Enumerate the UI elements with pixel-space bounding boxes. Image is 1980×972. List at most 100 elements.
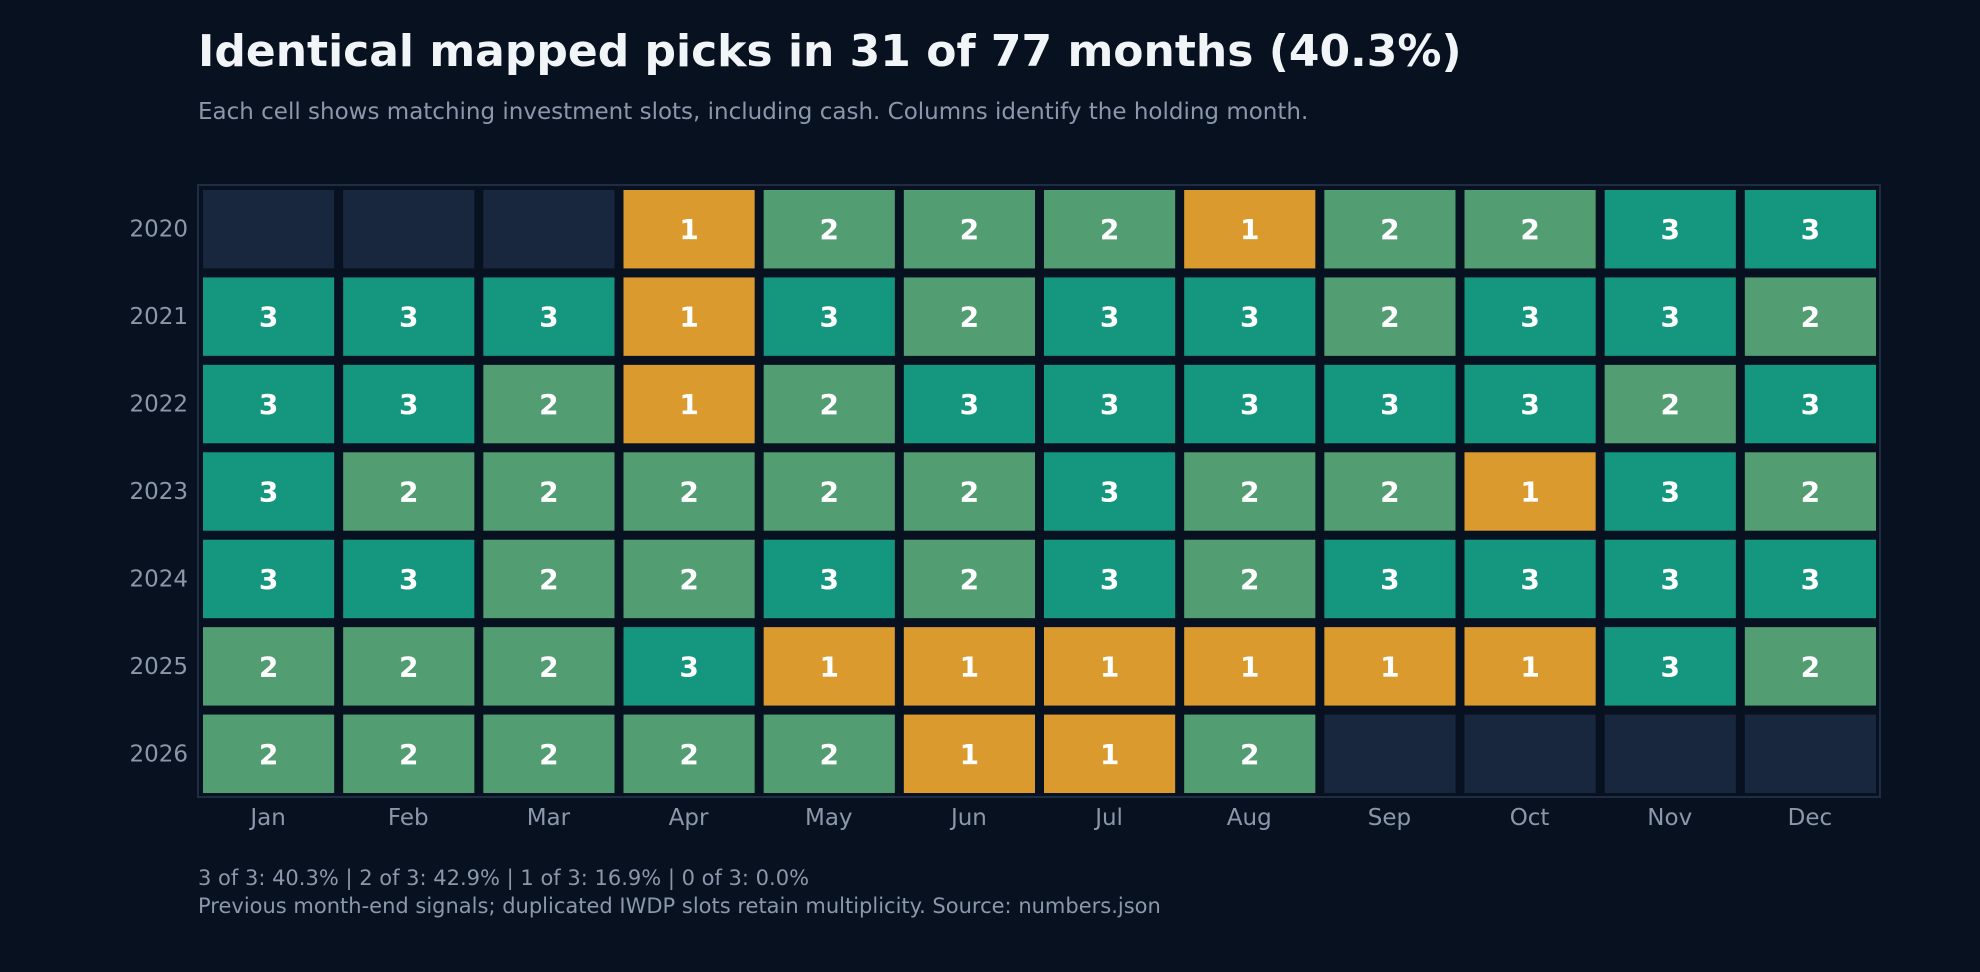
y-tick-label: 2021 [129,304,188,330]
heatmap-cell [1044,452,1176,531]
heatmap-cell [903,452,1035,531]
heatmap-cell [1744,364,1876,444]
heatmap-cell [763,539,895,619]
heatmap-cell [483,364,615,444]
heatmap-cell [1464,627,1596,706]
cell-value-label: 1 [1520,650,1539,683]
cell-value-label: 1 [1240,650,1259,683]
heatmap-cell [203,277,335,356]
heatmap-cell [1464,364,1596,444]
heatmap-cell [1324,364,1456,444]
heatmap-cell [203,364,335,444]
heatmap-cell [483,714,615,793]
cell-value-label: 2 [960,476,979,509]
cell-value-label: 3 [1100,476,1119,509]
cell-value-label: 3 [259,388,278,421]
y-tick-label: 2024 [129,566,188,592]
heatmap-cell [343,627,475,706]
heatmap-cell [1324,452,1456,531]
heatmap-cell [623,190,755,269]
heatmap-cell [1744,627,1876,706]
cell-value-label: 3 [399,301,418,334]
cell-value-label: 3 [1240,388,1259,421]
cell-value-label: 3 [1100,301,1119,334]
y-tick-label: 2020 [129,217,188,243]
cell-value-label: 2 [1380,213,1399,246]
cell-value-label: 1 [679,301,698,334]
heatmap-cell [1184,714,1316,793]
heatmap-cell [203,539,335,619]
heatmap-cell [1464,190,1596,269]
cell-value-label: 2 [1240,563,1259,596]
cell-value-label: 2 [399,476,418,509]
cell-value-label: 2 [399,738,418,771]
heatmap-cell [1184,364,1316,444]
heatmap-cell [1744,539,1876,619]
cell-value-label: 3 [259,476,278,509]
cell-value-label: 3 [1661,213,1680,246]
y-tick-label: 2022 [129,392,188,418]
y-tick-label: 2023 [129,479,188,505]
x-tick-label: Jan [248,805,285,831]
heatmap-cell-empty [203,190,335,269]
heatmap-cell [1464,539,1596,619]
heatmap-cell [483,277,615,356]
x-tick-label: Mar [527,805,571,831]
heatmap-cell [1324,627,1456,706]
cell-value-label: 3 [1661,301,1680,334]
heatmap-cell [203,627,335,706]
x-tick-label: Feb [388,805,429,831]
heatmap-cell [1044,627,1176,706]
heatmap-cell [203,714,335,793]
cell-value-label: 1 [1100,650,1119,683]
heatmap-cell [623,714,755,793]
heatmap-cell [1324,277,1456,356]
heatmap-cell [903,364,1035,444]
heatmap-cell [1744,190,1876,269]
cell-value-label: 3 [679,650,698,683]
heatmap-cell [623,452,755,531]
heatmap-cell [1184,277,1316,356]
x-tick-label: May [805,805,853,831]
heatmap-cell [1604,452,1736,531]
cell-value-label: 1 [679,388,698,421]
x-tick-label: Oct [1510,805,1550,831]
heatmap-cell-empty [343,190,475,269]
heatmap-cell [343,364,475,444]
heatmap-cell [903,714,1035,793]
x-tick-label: Apr [669,805,709,831]
cell-value-label: 3 [1380,563,1399,596]
heatmap-cell [1604,277,1736,356]
cell-value-label: 3 [1240,301,1259,334]
heatmap-cell [1044,714,1176,793]
cell-value-label: 2 [1520,213,1539,246]
heatmap-cell [1464,452,1596,531]
heatmap-cell [763,714,895,793]
footnote-distribution: 3 of 3: 40.3% | 2 of 3: 42.9% | 1 of 3: … [198,866,810,890]
heatmap-cell [623,364,755,444]
heatmap-cell [1044,364,1176,444]
cell-value-label: 3 [1520,301,1539,334]
heatmap-cell [483,627,615,706]
heatmap-cell [203,452,335,531]
cell-value-label: 3 [1520,388,1539,421]
heatmap-cell [903,277,1035,356]
cell-value-label: 2 [539,738,558,771]
cell-value-label: 2 [960,213,979,246]
heatmap-cell [343,714,475,793]
cell-value-label: 2 [1240,476,1259,509]
heatmap-cell [1604,627,1736,706]
cell-value-label: 2 [679,738,698,771]
cell-value-label: 1 [960,650,979,683]
cell-value-label: 3 [1100,388,1119,421]
x-tick-label: Sep [1368,805,1411,831]
heatmap-cell [343,539,475,619]
cell-value-label: 2 [1380,476,1399,509]
footnote-source: Previous month-end signals; duplicated I… [198,894,1161,918]
heatmap-cell [763,627,895,706]
cell-value-label: 2 [539,563,558,596]
cell-value-label: 3 [1801,563,1820,596]
heatmap-cell [1044,277,1176,356]
cell-value-label: 2 [1661,388,1680,421]
